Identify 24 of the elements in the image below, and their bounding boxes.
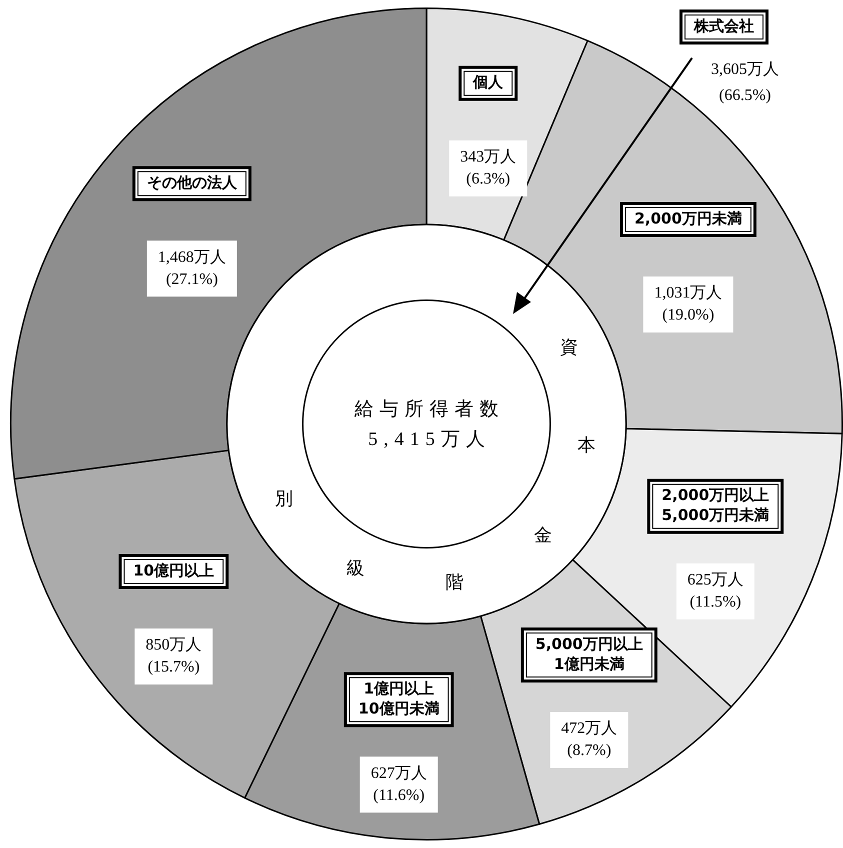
text: 資 bbox=[560, 336, 578, 357]
text: 給与所得者数 bbox=[354, 398, 504, 420]
slice-label: 2,000万円未満 bbox=[634, 209, 742, 228]
slice-label: 10億円以上 bbox=[133, 561, 214, 580]
slice-label: 5,000万円以上 1億円未満 bbox=[535, 634, 643, 673]
text: 金 bbox=[534, 525, 552, 546]
data-label: 1,468万人 (27.1%) bbox=[158, 248, 226, 288]
text: 別 bbox=[274, 488, 293, 509]
data-label: 627万人 (11.6%) bbox=[370, 764, 427, 804]
text: 級 bbox=[346, 558, 365, 578]
text: 株式会社 bbox=[693, 16, 754, 35]
data-label: 850万人 (15.7%) bbox=[146, 636, 202, 676]
data-label: 625万人 (11.5%) bbox=[687, 572, 744, 611]
slice-label: 個人 bbox=[472, 73, 504, 92]
text: 5,415万人 bbox=[368, 428, 491, 450]
text: 本 bbox=[578, 435, 596, 456]
data-label: 472万人 (8.7%) bbox=[561, 720, 618, 760]
text: 階 bbox=[446, 572, 464, 592]
data-label: 1,031万人 (19.0%) bbox=[654, 284, 722, 324]
data-label: 343万人 (6.3%) bbox=[460, 148, 516, 188]
slice-label: その他の法人 bbox=[146, 173, 238, 192]
slice-label: 1億円以上 10億円未満 bbox=[358, 679, 440, 718]
slice-label: 2,000万円以上 5,000万円未満 bbox=[662, 486, 770, 524]
text: 3,605万人 (66.5%) bbox=[711, 61, 779, 104]
